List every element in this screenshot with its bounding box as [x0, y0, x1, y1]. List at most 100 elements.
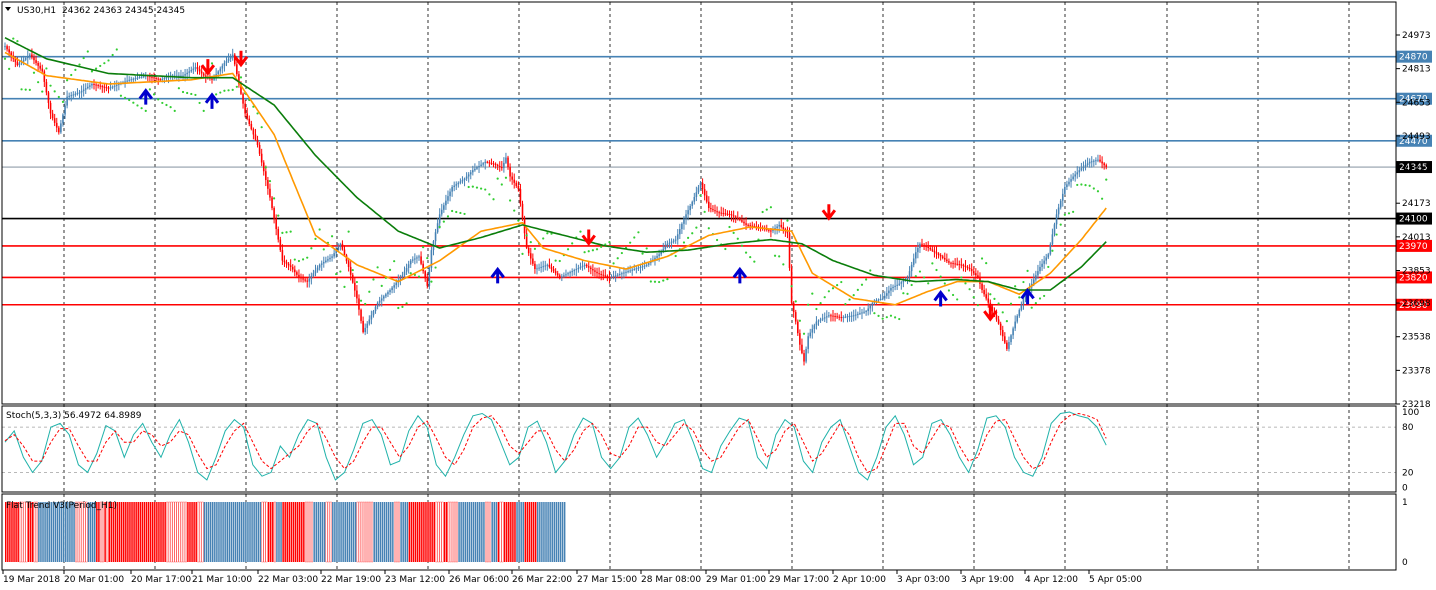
sar-dot [1076, 183, 1079, 187]
candle-body [463, 178, 466, 181]
flat-trend-bar [390, 502, 392, 562]
candle-body [616, 274, 619, 276]
sar-dot [939, 275, 942, 278]
flat-trend-bar [11, 502, 13, 562]
sar-dot [993, 297, 996, 300]
sar-dot [219, 91, 222, 94]
candle-body [540, 266, 542, 268]
time-axis: 19 Mar 2018 20 Mar 01:00 20 Mar 17:00 21 Ma… [2, 570, 1142, 585]
candle-body [1097, 159, 1099, 161]
candle-body [211, 78, 213, 80]
flat-trend-bar [483, 502, 485, 562]
candle-body [910, 264, 913, 272]
flat-trend-bar [240, 502, 243, 562]
level-label: 23690 [1399, 301, 1428, 311]
candle-body [1008, 342, 1010, 349]
candle-body [863, 311, 865, 313]
sar-dot [1088, 184, 1091, 187]
flat-trend-bar [180, 501, 183, 563]
candle-body [35, 60, 37, 63]
candle-body [281, 250, 284, 261]
flat-trend-bar [9, 502, 11, 562]
sar-dot [807, 303, 810, 306]
flat-trend-bar [118, 502, 121, 562]
candle-body [182, 75, 184, 77]
candle-body [455, 184, 458, 186]
candle-body [726, 213, 729, 215]
flat-trend-bar [139, 502, 142, 562]
candle-body [60, 123, 62, 133]
flat-trend-bar [557, 502, 560, 562]
flat-trend-bar [96, 502, 98, 562]
flat-trend-bar [176, 501, 179, 563]
sar-dot [794, 300, 797, 303]
candle-body [925, 245, 927, 247]
candle-body [1010, 335, 1012, 343]
candle-body [244, 103, 246, 114]
flat-trend-bar [201, 501, 204, 563]
candle-body [26, 56, 29, 59]
candle-body [701, 182, 704, 190]
sar-dot [215, 93, 218, 96]
candle-body [1051, 234, 1054, 245]
candle-body [322, 262, 325, 264]
sar-dot [852, 293, 855, 297]
candle-body [645, 264, 648, 266]
sar-dot [525, 234, 528, 237]
flat-trend-bar [154, 502, 156, 562]
sar-dot [695, 226, 698, 229]
candle-body [29, 54, 31, 57]
candle-body [80, 91, 83, 93]
sar-dot [513, 209, 516, 212]
flat-trend-bar [60, 502, 63, 562]
flat-trend-bar [104, 502, 106, 562]
sar-dot [571, 242, 574, 245]
candle-body [1074, 174, 1076, 177]
candle-body [1049, 244, 1052, 255]
sar-dot [1043, 294, 1046, 298]
y-tick-label: 23698 [1402, 299, 1431, 309]
sar-dot [633, 236, 636, 239]
candle-body [275, 218, 277, 230]
candle-body [308, 278, 311, 282]
candle-body [656, 256, 658, 258]
x-tick-label: 26 Mar 06:00 [449, 575, 509, 585]
flat-trend-bar [17, 502, 19, 562]
candle-body [527, 247, 530, 254]
flat-trend-bar [536, 502, 539, 562]
flat-trend-bar [309, 501, 311, 563]
candle-body [66, 96, 68, 106]
candle-body [987, 298, 990, 303]
sar-dot [268, 180, 272, 183]
flat-trend-bar [166, 501, 169, 563]
candle-body [488, 162, 491, 164]
candle-body [525, 233, 528, 248]
sar-dot [873, 312, 876, 315]
candle-body [946, 259, 948, 262]
candle-body [447, 196, 449, 201]
candle-body [962, 264, 965, 266]
candle-body [300, 277, 302, 279]
candle-body [459, 181, 462, 183]
candle-body [941, 256, 944, 258]
candle-body [310, 276, 313, 279]
candle-body [600, 273, 602, 275]
sar-dot [235, 85, 238, 88]
sar-dot [616, 257, 619, 260]
level-label: 23970 [1399, 242, 1428, 252]
flat-trend-bar [553, 502, 556, 562]
flat-trend-bar [441, 501, 444, 563]
sar-dot [223, 89, 226, 92]
candle-body [82, 89, 85, 92]
flat-trend-bar [340, 502, 342, 562]
candle-body [639, 266, 642, 268]
sar-dot [289, 230, 292, 233]
candle-body [871, 303, 874, 306]
flat-trend-bar [87, 502, 90, 562]
triangle-down-icon[interactable] [5, 7, 11, 11]
sar-dot [446, 215, 450, 218]
candle-body [333, 253, 335, 257]
sar-dot [1009, 302, 1013, 305]
candle-body [453, 185, 455, 188]
